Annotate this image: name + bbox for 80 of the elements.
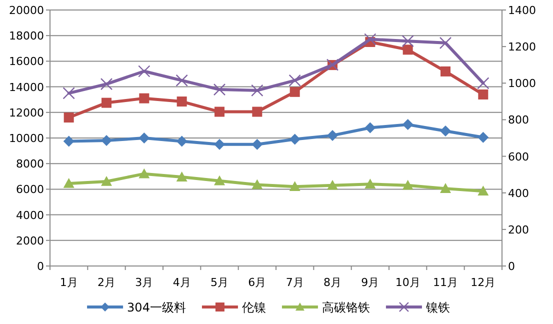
legend-label: 伦镍: [242, 300, 266, 314]
point: [214, 106, 224, 117]
point: [364, 33, 376, 46]
point: [478, 89, 488, 100]
point: [327, 180, 338, 190]
point: [477, 77, 490, 90]
x-tick-label: 4月: [172, 276, 191, 289]
point: [252, 179, 263, 190]
point: [251, 84, 264, 97]
point: [213, 83, 226, 96]
x-tick-label: 2月: [98, 276, 116, 289]
legend-label: 高碳铬铁: [322, 300, 370, 314]
point: [440, 183, 451, 193]
point: [138, 132, 150, 144]
y2-tick-label: 0: [508, 260, 515, 273]
point: [176, 136, 188, 147]
point: [102, 98, 112, 108]
y-tick-label: 8000: [16, 158, 44, 171]
y-tick-label: 10000: [9, 132, 44, 145]
y2-tick-label: 600: [508, 150, 529, 164]
point: [439, 36, 452, 50]
point: [402, 34, 414, 48]
point: [290, 86, 300, 97]
y-tick-label: 16000: [9, 55, 44, 68]
y2-tick-label: 1000: [508, 77, 536, 90]
point: [402, 119, 414, 130]
point: [288, 74, 301, 86]
legend-label: 304一级料: [127, 300, 186, 314]
point: [364, 122, 376, 134]
point: [478, 186, 489, 196]
point: [440, 125, 451, 136]
point: [138, 65, 150, 78]
x-tick-label: 12月: [470, 276, 496, 289]
point: [176, 96, 187, 107]
y2-tick-label: 1400: [508, 4, 536, 17]
point: [214, 175, 225, 186]
x-tick-label: 3月: [135, 276, 154, 289]
y-tick-label: 2000: [16, 234, 44, 248]
point: [402, 44, 413, 55]
point: [100, 78, 113, 90]
x-tick-label: 5月: [210, 276, 228, 289]
y2-tick-label: 1200: [508, 40, 536, 54]
point: [364, 178, 376, 188]
y-tick-label: 14000: [9, 80, 44, 94]
point: [289, 134, 300, 145]
point: [252, 106, 262, 117]
point: [63, 136, 74, 147]
point: [63, 178, 74, 188]
x-tick-label: 9月: [361, 276, 380, 289]
y-tick-label: 18000: [9, 30, 44, 43]
point: [138, 168, 150, 178]
y-tick-label: 4000: [16, 208, 44, 222]
point: [214, 138, 225, 150]
y2-tick-label: 200: [508, 223, 529, 236]
x-tick-label: 10月: [395, 276, 420, 289]
point: [440, 66, 450, 76]
point: [176, 74, 188, 86]
legend-label: 镍铁: [424, 300, 450, 314]
y-tick-label: 0: [37, 260, 44, 273]
point: [327, 130, 338, 141]
x-tick-label: 1月: [60, 276, 78, 289]
point: [101, 135, 112, 146]
point: [478, 132, 489, 143]
y-tick-label: 6000: [16, 183, 44, 196]
point: [176, 172, 188, 182]
x-tick-label: 11月: [433, 276, 458, 289]
x-tick-label: 7月: [286, 276, 304, 289]
y-tick-label: 12000: [9, 106, 44, 120]
point: [289, 181, 300, 192]
point: [402, 180, 414, 190]
point: [101, 176, 112, 186]
point: [64, 112, 74, 123]
x-tick-label: 6月: [248, 276, 266, 289]
y2-tick-label: 800: [508, 114, 529, 127]
point: [62, 87, 75, 100]
point: [139, 93, 150, 104]
y-tick-label: 20000: [9, 4, 44, 17]
point: [252, 138, 263, 150]
x-tick-label: 8月: [324, 276, 342, 289]
y2-tick-label: 400: [508, 186, 529, 200]
